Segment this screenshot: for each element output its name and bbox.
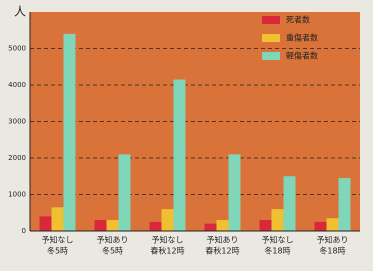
x-tick-label: 予知あり <box>207 235 239 245</box>
y-tick-label: 4000 <box>8 81 26 89</box>
legend-swatch <box>262 34 280 42</box>
bar <box>52 207 64 231</box>
bar <box>64 34 76 231</box>
bar <box>339 178 351 231</box>
bar <box>284 176 296 231</box>
x-tick-label: 予知なし <box>262 235 294 245</box>
x-tick-label: 春秋12時 <box>150 246 184 256</box>
chart: 人 010002000300040005000予知なし冬5時予知あり冬5時予知な… <box>0 0 373 271</box>
x-tick-label: 冬5時 <box>47 246 68 256</box>
x-tick-label: 冬18時 <box>319 246 345 256</box>
y-tick-label: 3000 <box>8 118 26 126</box>
y-tick-label: 2000 <box>8 154 26 162</box>
bar <box>174 80 186 231</box>
bar <box>162 209 174 231</box>
bar <box>217 220 229 231</box>
bar <box>272 209 284 231</box>
x-tick-label: 予知なし <box>152 235 184 245</box>
legend-label: 重傷者数 <box>286 33 318 43</box>
x-tick-label: 冬18時 <box>264 246 290 256</box>
bar <box>40 216 52 231</box>
x-tick-label: 冬5時 <box>102 246 123 256</box>
bar <box>107 220 119 231</box>
bar <box>150 222 162 231</box>
bar <box>327 218 339 231</box>
legend-label: 軽傷者数 <box>286 51 318 61</box>
bar <box>95 220 107 231</box>
legend-swatch <box>262 52 280 60</box>
bar <box>229 154 241 231</box>
bar <box>119 154 131 231</box>
y-tick-label: 1000 <box>8 191 26 199</box>
y-tick-label: 5000 <box>8 45 26 53</box>
legend-label: 死者数 <box>286 15 310 25</box>
x-tick-label: 予知なし <box>42 235 74 245</box>
x-tick-label: 春秋12時 <box>205 246 239 256</box>
bar <box>205 224 217 231</box>
bar <box>260 220 272 231</box>
legend-swatch <box>262 16 280 24</box>
y-tick-label: 0 <box>22 227 26 235</box>
x-tick-label: 予知あり <box>317 235 349 245</box>
bar <box>315 222 327 231</box>
x-tick-label: 予知あり <box>97 235 129 245</box>
y-axis-label: 人 <box>14 5 26 19</box>
